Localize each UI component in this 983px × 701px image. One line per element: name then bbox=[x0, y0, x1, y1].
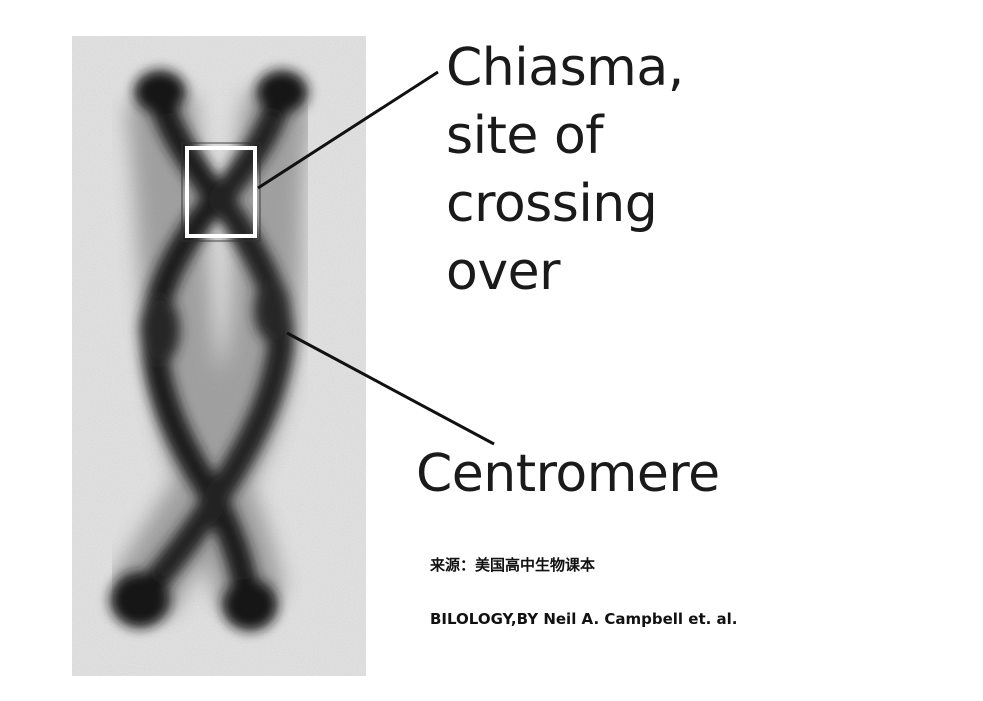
chiasma-label-line: over bbox=[446, 242, 560, 302]
book-credit: BILOLOGY,BY Neil A. Campbell et. al. bbox=[430, 610, 738, 628]
micrograph-panel bbox=[72, 36, 366, 676]
chiasma-label: Chiasma, site of crossing over bbox=[446, 34, 684, 306]
chiasma-leader-line bbox=[257, 70, 439, 190]
centromere-leader-line bbox=[286, 331, 495, 446]
chromosome bbox=[110, 70, 308, 631]
centromere-label: Centromere bbox=[416, 444, 720, 504]
chiasma-label-line: crossing bbox=[446, 174, 658, 234]
chiasma-label-line: Chiasma, bbox=[446, 38, 684, 98]
source-credit: 来源：美国高中生物课本 bbox=[430, 556, 596, 574]
chiasma-highlight-box bbox=[185, 146, 257, 238]
chiasma-label-line: site of bbox=[446, 106, 604, 166]
